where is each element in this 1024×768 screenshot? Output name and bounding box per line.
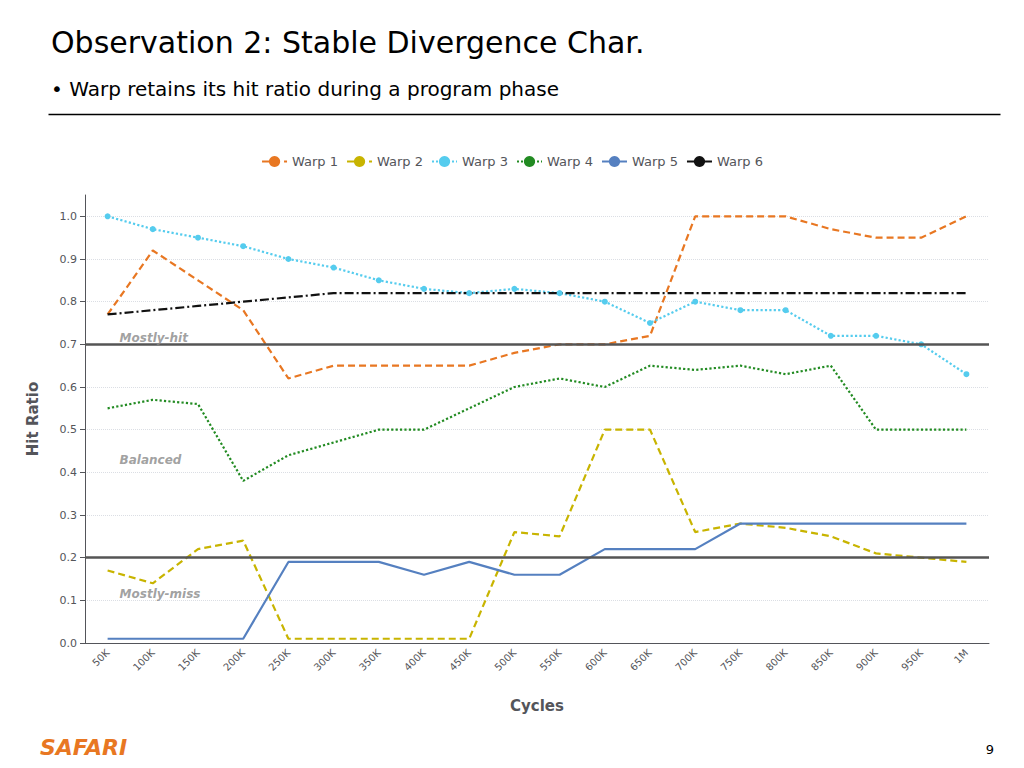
svg-text:750K: 750K	[718, 647, 744, 673]
svg-text:0.1: 0.1	[60, 594, 78, 607]
svg-text:SAFARI: SAFARI	[40, 735, 127, 760]
svg-text:0.5: 0.5	[60, 423, 78, 436]
svg-text:950K: 950K	[899, 647, 925, 673]
svg-text:700K: 700K	[673, 647, 699, 673]
svg-text:0.0: 0.0	[60, 637, 78, 650]
svg-text:400K: 400K	[402, 647, 428, 673]
svg-text:600K: 600K	[583, 647, 609, 673]
svg-text:Warp 6: Warp 6	[717, 154, 763, 169]
svg-text:Warp 5: Warp 5	[632, 154, 678, 169]
svg-text:200K: 200K	[221, 647, 247, 673]
svg-text:300K: 300K	[312, 647, 338, 673]
svg-text:0.9: 0.9	[60, 253, 78, 266]
svg-text:250K: 250K	[266, 647, 292, 673]
svg-text:350K: 350K	[357, 647, 383, 673]
svg-text:650K: 650K	[628, 647, 654, 673]
svg-text:• Warp retains its hit ratio d: • Warp retains its hit ratio during a pr…	[51, 77, 559, 101]
svg-text:Warp 1: Warp 1	[292, 154, 338, 169]
svg-text:900K: 900K	[854, 647, 880, 673]
svg-text:450K: 450K	[447, 647, 473, 673]
svg-text:Mostly-miss: Mostly-miss	[120, 587, 201, 601]
svg-text:800K: 800K	[764, 647, 790, 673]
svg-text:50K: 50K	[90, 647, 112, 669]
svg-text:0.8: 0.8	[60, 295, 78, 308]
svg-text:1.0: 1.0	[60, 210, 78, 223]
svg-text:Balanced: Balanced	[120, 453, 182, 467]
svg-text:Hit Ratio: Hit Ratio	[24, 382, 42, 456]
svg-text:150K: 150K	[176, 647, 202, 673]
svg-text:Observation 2: Stable Divergen: Observation 2: Stable Divergence Char.	[51, 25, 644, 60]
svg-text:0.6: 0.6	[60, 381, 78, 394]
svg-text:0.3: 0.3	[60, 509, 78, 522]
svg-text:1M: 1M	[952, 647, 970, 665]
svg-text:Cycles: Cycles	[510, 697, 564, 715]
svg-text:Warp 4: Warp 4	[547, 154, 593, 169]
svg-text:550K: 550K	[538, 647, 564, 673]
svg-text:0.4: 0.4	[60, 466, 78, 479]
svg-text:0.2: 0.2	[60, 551, 78, 564]
svg-text:0.7: 0.7	[60, 338, 78, 351]
svg-text:Warp 3: Warp 3	[462, 154, 508, 169]
svg-text:Warp 2: Warp 2	[377, 154, 423, 169]
svg-text:100K: 100K	[131, 647, 157, 673]
svg-text:850K: 850K	[809, 647, 835, 673]
svg-text:500K: 500K	[492, 647, 518, 673]
svg-text:9: 9	[986, 742, 994, 757]
svg-text:Mostly-hit: Mostly-hit	[120, 331, 190, 345]
